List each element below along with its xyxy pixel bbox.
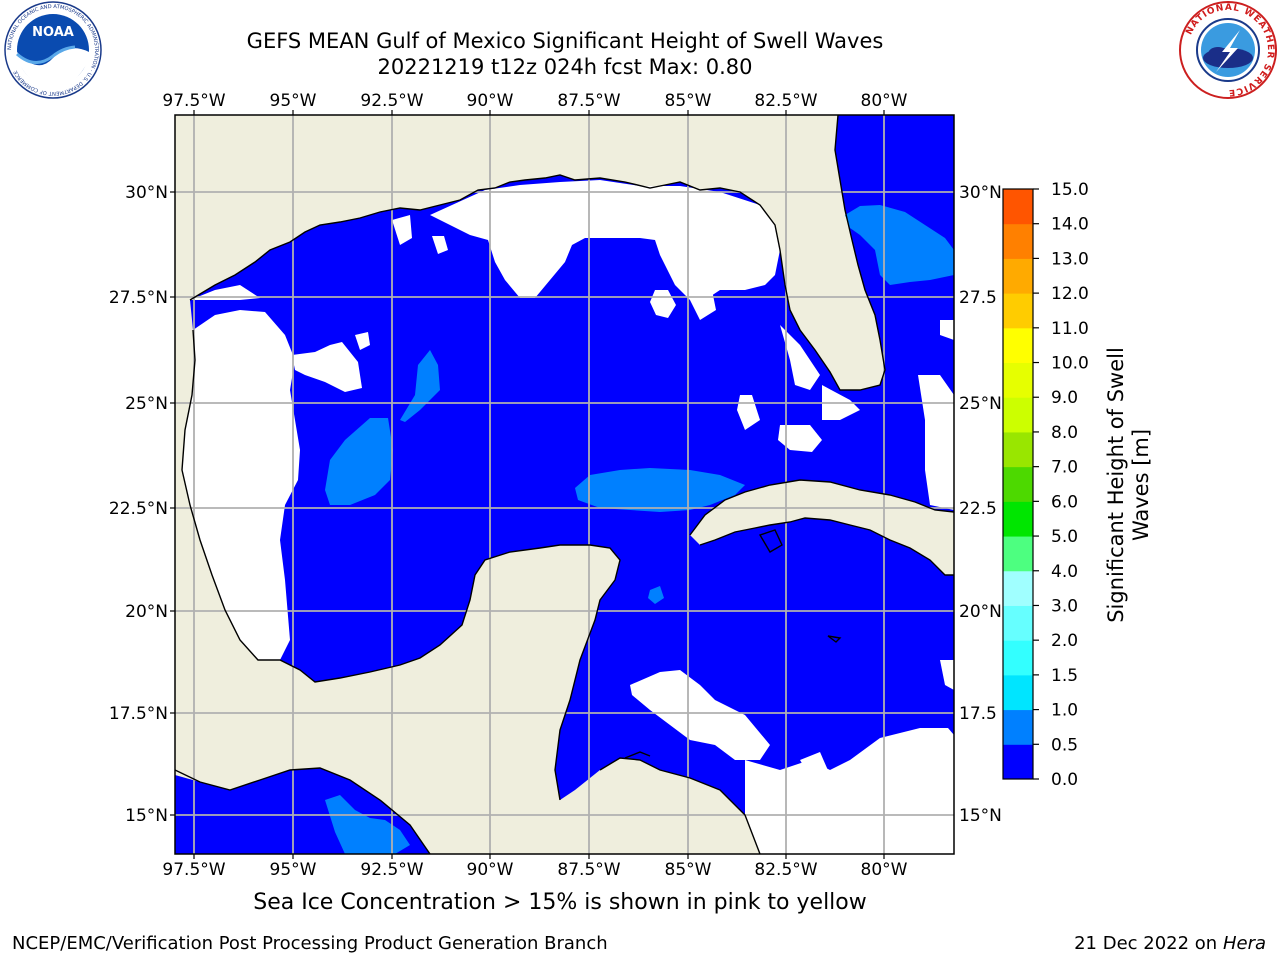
colorbar-tick-label: 9.0: [1051, 388, 1078, 408]
colorbar-tick-label: 14.0: [1051, 215, 1089, 235]
lon-label-top: 87.5°W: [557, 91, 620, 111]
lon-label-bottom: 82.5°W: [754, 860, 817, 880]
yucatan-land: [320, 545, 620, 854]
lon-label-bottom: 80°W: [861, 860, 908, 880]
colorbar-bin: [1003, 362, 1033, 398]
gulf-water: [182, 115, 954, 854]
lon-label-top: 97.5°W: [162, 91, 225, 111]
colorbar-tick-label: 7.0: [1051, 458, 1078, 478]
lon-label-top: 80°W: [861, 91, 908, 111]
lat-label-right: 27.5: [959, 288, 997, 308]
colorbar-tick-label: 0.0: [1051, 770, 1078, 790]
lat-label-left: 20°N: [125, 602, 168, 622]
colorbar-tick-label: 0.5: [1051, 735, 1078, 755]
lon-label-bottom: 95°W: [270, 860, 317, 880]
lon-label-top: 95°W: [270, 91, 317, 111]
colorbar-bin: [1003, 640, 1033, 676]
colorbar-ticks: 0.0 0.5 1.0 1.5 2.0 3.0 4.0 5.0 6.0 7.0 8.0 9.0 10.0…: [1033, 180, 1089, 790]
colorbar-bin: [1003, 501, 1033, 537]
map-subtitle: 20221219 t12z 024h fcst Max: 0.80: [377, 55, 753, 79]
colorbar-tick-label: 5.0: [1051, 527, 1078, 547]
colorbar-frame: [1002, 188, 1034, 780]
lon-label-top: 82.5°W: [754, 91, 817, 111]
colorbar-tick-label: 10.0: [1051, 354, 1089, 374]
lon-labels-bottom: 97.5°W 95°W 92.5°W 90°W 87.5°W 85°W 82.5…: [162, 860, 907, 880]
map-area: [175, 115, 954, 854]
colorbar-bin: [1003, 744, 1033, 780]
lon-label-bottom: 97.5°W: [162, 860, 225, 880]
swell-0-5-to-1-0-areas: [325, 205, 954, 854]
lat-labels-left: 30°N 27.5°N 25°N 22.5°N 20°N 17.5°N 15°N: [109, 183, 168, 826]
colorbar-bin: [1003, 189, 1033, 225]
lon-label-bottom: 85°W: [665, 860, 712, 880]
coastlines: [175, 115, 954, 854]
sea-ice-footnote: Sea Ice Concentration > 15% is shown in …: [253, 890, 867, 915]
colorbar-bin: [1003, 466, 1033, 502]
colorbar-label-line2: Waves [m]: [1129, 429, 1153, 541]
colorbar-bin: [1003, 397, 1033, 433]
colorbar-tick-label: 12.0: [1051, 284, 1089, 304]
lat-label-right: 17.5: [959, 704, 997, 724]
lon-labels-top: 97.5°W 95°W 92.5°W 90°W 87.5°W 85°W 82.5…: [162, 91, 907, 111]
colorbar-tick-label: 2.0: [1051, 631, 1078, 651]
colorbar-tick-label: 3.0: [1051, 596, 1078, 616]
run-host: Hera: [1222, 933, 1266, 954]
colorbar-bin: [1003, 605, 1033, 641]
colorbar-tick-label: 15.0: [1051, 180, 1089, 200]
lat-label-left: 27.5°N: [109, 288, 168, 308]
colorbar-tick-label: 1.0: [1051, 701, 1078, 721]
colorbar-tick-label: 11.0: [1051, 319, 1089, 339]
map-title: GEFS MEAN Gulf of Mexico Significant Hei…: [246, 29, 884, 53]
colorbar-bin: [1003, 674, 1033, 711]
lon-label-top: 85°W: [665, 91, 712, 111]
map-ticks: [170, 110, 885, 859]
colorbar-bin: [1003, 223, 1033, 259]
lat-label-right: 15°N: [959, 806, 1002, 826]
colorbar-tick-label: 4.0: [1051, 562, 1078, 582]
lon-label-bottom: 90°W: [467, 860, 514, 880]
colorbar-label: Significant Height of Swell Waves [m]: [1104, 347, 1153, 623]
lon-label-bottom: 87.5°W: [557, 860, 620, 880]
lat-label-left: 17.5°N: [109, 704, 168, 724]
map-frame: [174, 114, 955, 855]
lat-label-right: 25°N: [959, 394, 1002, 414]
run-date: 21 Dec 2022 on: [1074, 933, 1218, 954]
lat-label-left: 30°N: [125, 183, 168, 203]
lat-label-left: 25°N: [125, 394, 168, 414]
producer-credit: NCEP/EMC/Verification Post Processing Pr…: [12, 933, 608, 954]
run-date-credit: 21 Dec 2022 on Hera: [1074, 933, 1266, 954]
colorbar-bin: [1003, 709, 1033, 745]
colorbar-tick-label: 6.0: [1051, 492, 1078, 512]
lon-label-top: 90°W: [467, 91, 514, 111]
colorbar-bin: [1003, 258, 1033, 294]
lat-labels-right: 30°N 27.5 25°N 22.5 20°N 17.5 15°N: [959, 183, 1002, 826]
noaa-logo-icon: NATIONAL OCEANIC AND ATMOSPHERIC ADMINIS…: [4, 1, 102, 99]
lat-label-left: 22.5°N: [109, 499, 168, 519]
colorbar-tick-label: 8.0: [1051, 423, 1078, 443]
lat-label-left: 15°N: [125, 806, 168, 826]
lat-label-right: 22.5: [959, 499, 997, 519]
colorbar-bin: [1003, 570, 1033, 606]
lat-label-right: 30°N: [959, 183, 1002, 203]
colorbar-label-line1: Significant Height of Swell: [1104, 347, 1128, 623]
colorbar-bin: [1003, 293, 1033, 329]
colorbar-tick-label: 13.0: [1051, 249, 1089, 269]
colorbar-bin: [1003, 431, 1033, 468]
lon-label-top: 92.5°W: [360, 91, 423, 111]
map-grid: [175, 115, 954, 854]
lon-label-bottom: 92.5°W: [360, 860, 423, 880]
nws-logo-icon: NATIONAL WEATHER SERVICE: [1179, 1, 1277, 99]
colorbar-tick-label: 1.5: [1051, 666, 1078, 686]
colorbar-bins: [1003, 189, 1033, 780]
colorbar-bin: [1003, 536, 1033, 572]
cuba-land: [690, 480, 954, 575]
colorbar-bin: [1003, 327, 1033, 364]
lat-label-right: 20°N: [959, 602, 1002, 622]
noaa-text: NOAA: [32, 25, 74, 40]
